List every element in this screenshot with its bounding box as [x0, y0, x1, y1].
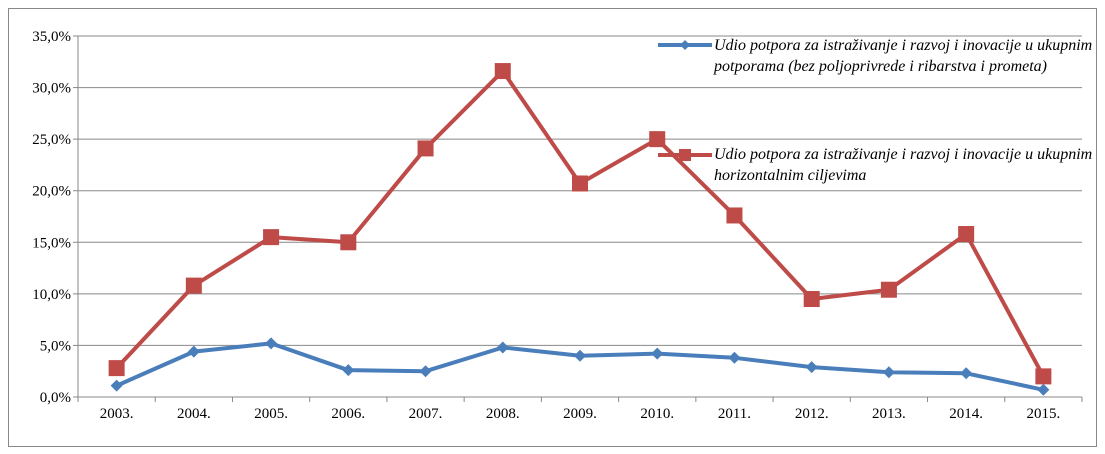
data-point	[649, 131, 666, 148]
data-point	[728, 351, 741, 364]
legend-label: Udio potpora za istraživanje i razvoj i …	[714, 146, 1093, 184]
x-tick-label: 2011.	[718, 406, 751, 422]
data-point	[574, 349, 586, 362]
data-point	[651, 347, 664, 360]
data-point	[340, 234, 357, 251]
data-point	[265, 337, 278, 350]
data-point	[419, 365, 432, 378]
data-point	[494, 63, 511, 80]
data-point	[882, 366, 895, 379]
legend-label: Udio potpora za istraživanje i razvoj i …	[714, 37, 1093, 75]
x-tick-label: 2015.	[1027, 406, 1061, 422]
x-tick-label: 2007.	[409, 406, 443, 422]
data-point	[958, 226, 975, 243]
x-tick-label: 2005.	[254, 406, 288, 422]
data-point	[110, 379, 123, 392]
series-line	[115, 69, 1046, 378]
y-tick-label: 15,0%	[32, 235, 71, 251]
data-point	[263, 229, 280, 246]
data-point	[803, 291, 820, 308]
x-tick-label: 2009.	[563, 406, 597, 422]
x-tick-label: 2014.	[949, 406, 983, 422]
data-point	[1037, 383, 1050, 396]
data-point	[496, 341, 509, 354]
y-tick-label: 30,0%	[32, 81, 71, 97]
data-point	[726, 207, 743, 224]
chart-border	[8, 8, 1097, 447]
y-tick-label: 10,0%	[32, 287, 71, 303]
y-tick-label: 25,0%	[32, 132, 71, 148]
legend-marker	[680, 40, 690, 50]
x-tick-label: 2013.	[872, 406, 906, 422]
data-point	[880, 281, 897, 298]
data-point	[805, 361, 818, 374]
data-point	[960, 367, 973, 380]
x-tick-label: 2006.	[331, 406, 365, 422]
x-tick-label: 2008.	[486, 406, 520, 422]
x-tick-label: 2003.	[100, 406, 134, 422]
data-point	[342, 364, 355, 377]
y-tick-label: 5,0%	[40, 338, 71, 354]
y-tick-label: 0,0%	[40, 390, 71, 406]
legend-marker	[679, 149, 691, 161]
data-point	[572, 175, 588, 192]
x-tick-label: 2010.	[640, 406, 674, 422]
data-point	[108, 360, 125, 377]
x-tick-label: 2004.	[177, 406, 211, 422]
data-point	[1035, 368, 1052, 385]
data-point	[417, 140, 434, 157]
x-tick-label: 2012.	[795, 406, 829, 422]
data-point	[185, 277, 202, 294]
data-point	[187, 345, 200, 358]
y-tick-label: 20,0%	[32, 184, 71, 200]
y-tick-label: 35,0%	[32, 29, 71, 45]
